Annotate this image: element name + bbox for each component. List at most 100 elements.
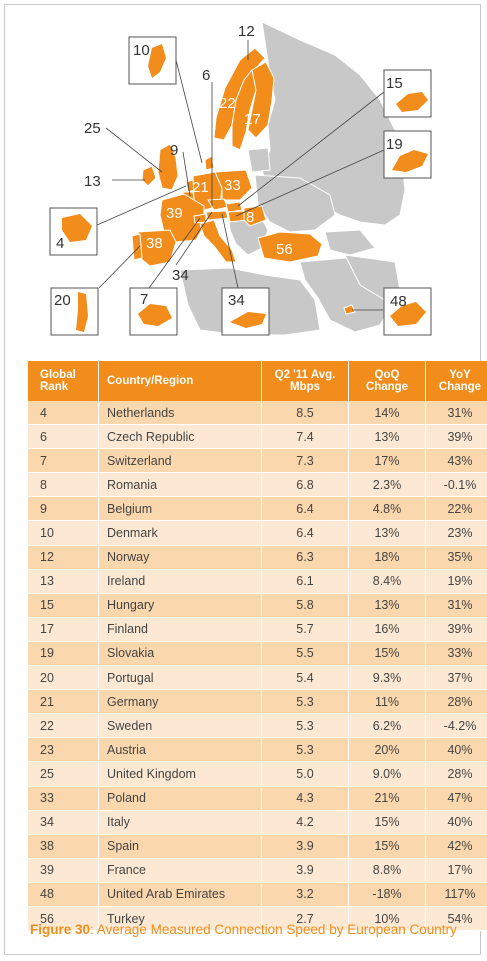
cell-speed: 8.5 [261, 401, 349, 426]
header-speed: Q2 '11 Avg. Mbps [261, 361, 349, 401]
cell-rank: 48 [28, 882, 99, 907]
table-row: 21 Germany 5.3 11% 28% [28, 689, 487, 715]
cell-qoq: 17% [348, 448, 426, 474]
cell-country: United Arab Emirates [98, 882, 262, 907]
cell-qoq: 9.0% [348, 761, 426, 787]
cell-rank: 33 [28, 786, 99, 811]
figure-number: Figure 30 [30, 922, 91, 937]
caucasus-shape [324, 229, 376, 256]
table-row: 25 United Kingdom 5.0 9.0% 28% [28, 761, 487, 787]
table-row: 33 Poland 4.3 21% 47% [28, 786, 487, 811]
cell-speed: 6.4 [261, 496, 349, 522]
cell-country: Switzerland [98, 448, 262, 474]
cell-rank: 19 [28, 641, 99, 667]
label-13: 13 [84, 173, 101, 190]
label-20: 20 [54, 292, 71, 309]
cell-speed: 6.3 [261, 545, 349, 570]
cell-qoq: 6.2% [348, 713, 426, 739]
cell-rank: 15 [28, 593, 99, 618]
cell-qoq: 18% [348, 545, 426, 570]
uae-shape [343, 304, 356, 315]
cell-country: Turkey [98, 906, 262, 932]
finland-shape [247, 61, 275, 139]
cell-rank: 13 [28, 569, 99, 594]
portugal-shape [131, 233, 143, 261]
cell-yoy: 19% [425, 569, 487, 594]
cell-qoq: -18% [348, 882, 426, 907]
ireland-shape [141, 165, 157, 187]
label-7: 7 [140, 291, 148, 308]
cell-qoq: 20% [348, 737, 426, 763]
cell-yoy: 35% [425, 545, 487, 570]
cell-rank: 6 [28, 424, 99, 450]
table-row: 34 Italy 4.2 15% 40% [28, 810, 487, 835]
cell-speed: 4.3 [261, 786, 349, 811]
france-shape [159, 193, 205, 243]
netherlands-inset-shape [62, 214, 92, 242]
cell-speed: 5.0 [261, 761, 349, 787]
header-country: Country/Region [98, 361, 262, 401]
cell-country: Netherlands [98, 401, 262, 426]
cell-country: Norway [98, 545, 262, 570]
cell-qoq: 16% [348, 617, 426, 642]
cell-qoq: 21% [348, 786, 426, 811]
cell-yoy: 54% [425, 906, 487, 932]
table-header-row: Global Rank Country/Region Q2 '11 Avg. M… [28, 361, 487, 401]
cell-country: Italy [98, 810, 262, 835]
cell-yoy: 23% [425, 520, 487, 546]
label-23: 34 [228, 292, 245, 309]
cell-rank: 17 [28, 617, 99, 642]
sweden-shape [231, 68, 257, 151]
cell-yoy: 39% [425, 424, 487, 450]
table-row: 22 Sweden 5.3 6.2% -4.2% [28, 713, 487, 739]
label-25: 25 [84, 120, 101, 137]
cell-country: Germany [98, 689, 262, 715]
cell-qoq: 13% [348, 424, 426, 450]
romania-shape [243, 205, 267, 227]
label-4: 4 [56, 235, 64, 252]
table-row: 39 France 3.9 8.8% 17% [28, 858, 487, 883]
cell-qoq: 15% [348, 810, 426, 835]
table-row: 15 Hungary 5.8 13% 31% [28, 593, 487, 618]
cell-yoy: 39% [425, 617, 487, 642]
denmark-shape [204, 155, 215, 171]
label-56: 56 [276, 241, 293, 258]
cell-rank: 12 [28, 545, 99, 570]
label-38: 38 [146, 235, 163, 252]
europe-map: 10 12 6 15 19 25 9 13 4 20 7 34 34 48 22… [0, 0, 487, 355]
cell-yoy: 28% [425, 689, 487, 715]
label-19: 19 [386, 136, 403, 153]
cell-rank: 20 [28, 665, 99, 691]
cell-yoy: 17% [425, 858, 487, 883]
label-33: 33 [224, 177, 241, 194]
table-row: 13 Ireland 6.1 8.4% 19% [28, 569, 487, 594]
data-table: Global Rank Country/Region Q2 '11 Avg. M… [28, 361, 487, 932]
cell-rank: 25 [28, 761, 99, 787]
cell-rank: 7 [28, 448, 99, 474]
turkey-shape [257, 231, 323, 263]
cell-rank: 34 [28, 810, 99, 835]
cell-yoy: 31% [425, 593, 487, 618]
table-row: 10 Denmark 6.4 13% 23% [28, 520, 487, 546]
cell-rank: 22 [28, 713, 99, 739]
slovakia-shape [225, 201, 243, 213]
cell-yoy: 40% [425, 810, 487, 835]
cell-yoy: -0.1% [425, 472, 487, 498]
figure-caption-text: : Average Measured Connection Speed by E… [90, 922, 457, 937]
cell-qoq: 8.4% [348, 569, 426, 594]
portugal-inset-shape [76, 292, 88, 332]
table-row: 6 Czech Republic 7.4 13% 39% [28, 424, 487, 450]
cell-country: Slovakia [98, 641, 262, 667]
cell-qoq: 8.8% [348, 858, 426, 883]
cell-qoq: 11% [348, 689, 426, 715]
cell-country: Spain [98, 834, 262, 859]
cell-speed: 5.3 [261, 713, 349, 739]
table-row: 56 Turkey 2.7 10% 54% [28, 906, 487, 932]
cell-rank: 56 [28, 906, 99, 932]
cell-yoy: 47% [425, 786, 487, 811]
label-6: 6 [202, 67, 210, 84]
label-34: 34 [172, 267, 189, 284]
label-22: 22 [219, 95, 236, 112]
russia-shape [261, 21, 406, 226]
cell-yoy: 40% [425, 737, 487, 763]
